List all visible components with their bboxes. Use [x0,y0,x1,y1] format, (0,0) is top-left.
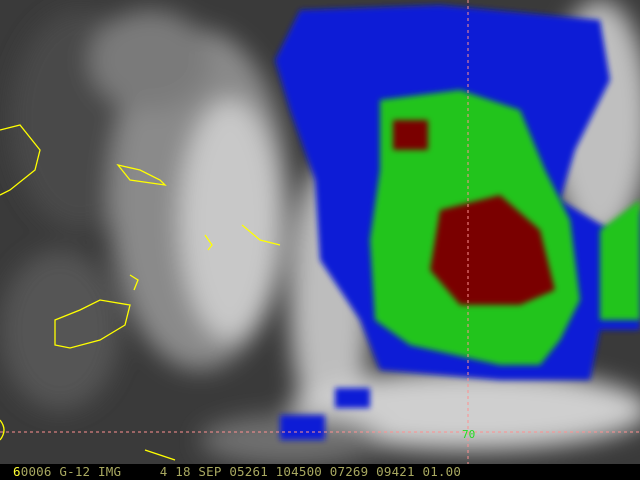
lat-lon-grid [0,0,640,464]
storm-red [393,120,555,305]
imagery-layer [0,0,640,464]
image-info-bar: 60006 G-12 IMG 4 18 SEP 05261 104500 072… [0,464,640,480]
grid-latitude-label: 70 [462,428,476,441]
image-metadata-text: 0006 G-12 IMG 4 18 SEP 05261 104500 0726… [20,464,462,479]
coastlines [0,124,281,461]
frame-number: 6 [13,464,21,479]
